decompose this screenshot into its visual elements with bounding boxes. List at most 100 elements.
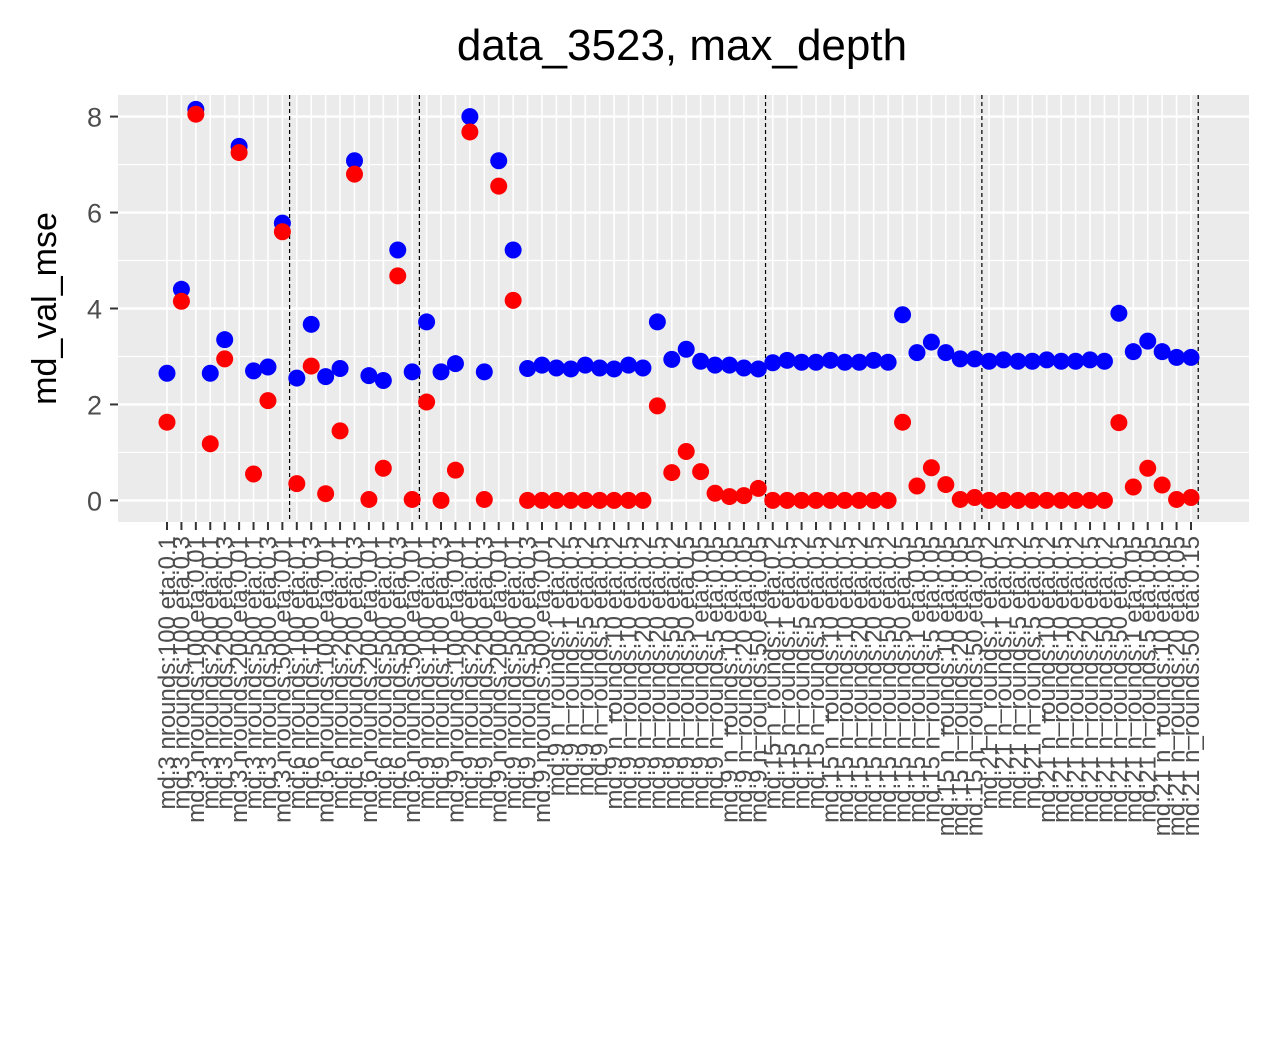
group-separators [288, 95, 1199, 522]
x-tick-label: md:15 n_rounds:10 eta:0.05 [933, 536, 960, 836]
point-red [1067, 491, 1085, 509]
x-tick-label: md:6 nrounds:100 eta:0.3 [298, 536, 325, 810]
point-red [850, 491, 868, 509]
x-tick-label: md:6 nrounds:200 eta:0.3 [341, 536, 368, 810]
point-blue [720, 356, 738, 374]
point-red [995, 491, 1013, 509]
point-blue [533, 356, 551, 374]
point-red [1182, 489, 1200, 507]
x-tick-label: md:15 n_rounds:20 eta:0.2 [846, 536, 873, 823]
point-red [345, 165, 363, 183]
point-red [1023, 491, 1041, 509]
point-red [605, 491, 623, 509]
point-red [446, 461, 464, 479]
x-tick-label: md:15 n_rounds:10 eta:0.2 [817, 536, 844, 823]
x-tick-label: md:15 n_rounds:1 eta:0.2 [760, 536, 787, 810]
point-red [591, 491, 609, 509]
point-red [1153, 476, 1171, 494]
x-tick-label: md:21 n_rounds:10 eta:0.05 [1149, 536, 1176, 836]
point-red [908, 477, 926, 495]
x-tick-label: md:6 nrounds:500 eta:0.01 [399, 536, 426, 823]
point-red [245, 465, 263, 483]
point-red [230, 144, 248, 162]
x-axis: md:3 nrounds:100 eta:0.1md:3 nrounds:100… [154, 522, 1205, 836]
x-tick-label: md:6 nrounds:200 eta:0.01 [356, 536, 383, 823]
x-tick-label: md:3 nrounds:500 eta:0.01 [269, 536, 296, 823]
x-tick-label: md:21 n_rounds:1 eta:0.05 [1120, 536, 1147, 823]
point-blue [995, 351, 1013, 369]
point-blue [259, 358, 277, 376]
point-red [677, 442, 695, 460]
point-blue [345, 152, 363, 170]
point-blue [807, 353, 825, 371]
y-tick-label: 6 [87, 199, 102, 229]
point-blue [793, 353, 811, 371]
x-tick-label: md:9 n_rounds:20 eta:0.05 [731, 536, 758, 823]
point-red [576, 491, 594, 509]
point-red [562, 491, 580, 509]
point-red [778, 491, 796, 509]
point-blue [216, 331, 234, 349]
x-tick-label: md:15 n_rounds:20 eta:0.05 [947, 536, 974, 836]
point-blue [850, 353, 868, 371]
x-tick-label: md:15 n_rounds:20 eta:0.5 [861, 536, 888, 823]
y-tick-label: 2 [87, 390, 102, 420]
point-red [504, 291, 522, 309]
point-blue [836, 353, 854, 371]
point-blue [749, 360, 767, 378]
x-tick-label: md:9 nrounds:200 eta:0.1 [457, 536, 484, 810]
x-tick-label: md:9 n_rounds:20 eta:0.2 [630, 536, 657, 810]
x-tick-label: md:6 nrounds:100 eta:0.01 [313, 536, 340, 823]
point-red [389, 267, 407, 285]
x-tick-label: md:3 nrounds:500 eta:0.1 [241, 536, 268, 810]
point-blue [1009, 352, 1027, 370]
point-red [187, 105, 205, 123]
point-red [706, 484, 724, 502]
point-blue [562, 360, 580, 378]
x-tick-label: md:3 nrounds:200 eta:0.1 [197, 536, 224, 810]
point-red [475, 490, 493, 508]
point-blue [547, 359, 565, 377]
x-tick-label: md:3 nrounds:100 eta:0.3 [168, 536, 195, 810]
point-blue [1067, 352, 1085, 370]
point-red [1081, 491, 1099, 509]
point-blue [418, 313, 436, 331]
x-tick-label: md:9 n_rounds:50 eta:0.5 [673, 536, 700, 810]
point-blue [576, 356, 594, 374]
point-red [922, 459, 940, 477]
point-blue [1124, 343, 1142, 361]
x-tick-label: md:21 n_rounds:20 eta:0.05 [1164, 536, 1191, 836]
point-red [432, 491, 450, 509]
x-tick-label: md:6 nrounds:200 eta:0.1 [327, 536, 354, 810]
point-blue [591, 359, 609, 377]
y-axis: 0 2 4 6 8 [87, 103, 118, 516]
x-tick-label: md:9 n_rounds:5 eta:0.5 [587, 536, 614, 796]
point-blue [374, 371, 392, 389]
point-red [547, 491, 565, 509]
x-tick-label: md:21 n_rounds:20 eta:0.2 [1063, 536, 1090, 823]
point-blue [951, 350, 969, 368]
x-tick-label: md:3 nrounds:100 eta:0.1 [154, 536, 181, 810]
y-tick-label: 0 [87, 486, 102, 516]
point-red [216, 350, 234, 368]
x-tick-label: md:9 nrounds:100 eta:0.3 [428, 536, 455, 810]
point-red [937, 476, 955, 494]
point-blue [389, 241, 407, 259]
point-red [865, 491, 883, 509]
point-red [980, 491, 998, 509]
point-red [821, 491, 839, 509]
point-blue [360, 367, 378, 385]
point-blue [879, 353, 897, 371]
x-tick-label: md:15 n_rounds:10 eta:0.5 [832, 536, 859, 823]
point-red [663, 464, 681, 482]
point-blue [245, 362, 263, 380]
x-tick-label: md:9 n_rounds:20 eta:0.5 [644, 536, 671, 810]
point-blue [966, 350, 984, 368]
x-tick-label: md:21 n_rounds:5 eta:0.05 [1135, 536, 1162, 823]
point-blue [331, 359, 349, 377]
point-red [374, 459, 392, 477]
x-tick-label: md:9 nrounds:100 eta:0.1 [414, 536, 441, 810]
point-blue [172, 280, 190, 298]
point-blue [490, 152, 508, 170]
x-tick-label: md:21 n_rounds:5 eta:0.2 [1005, 536, 1032, 810]
